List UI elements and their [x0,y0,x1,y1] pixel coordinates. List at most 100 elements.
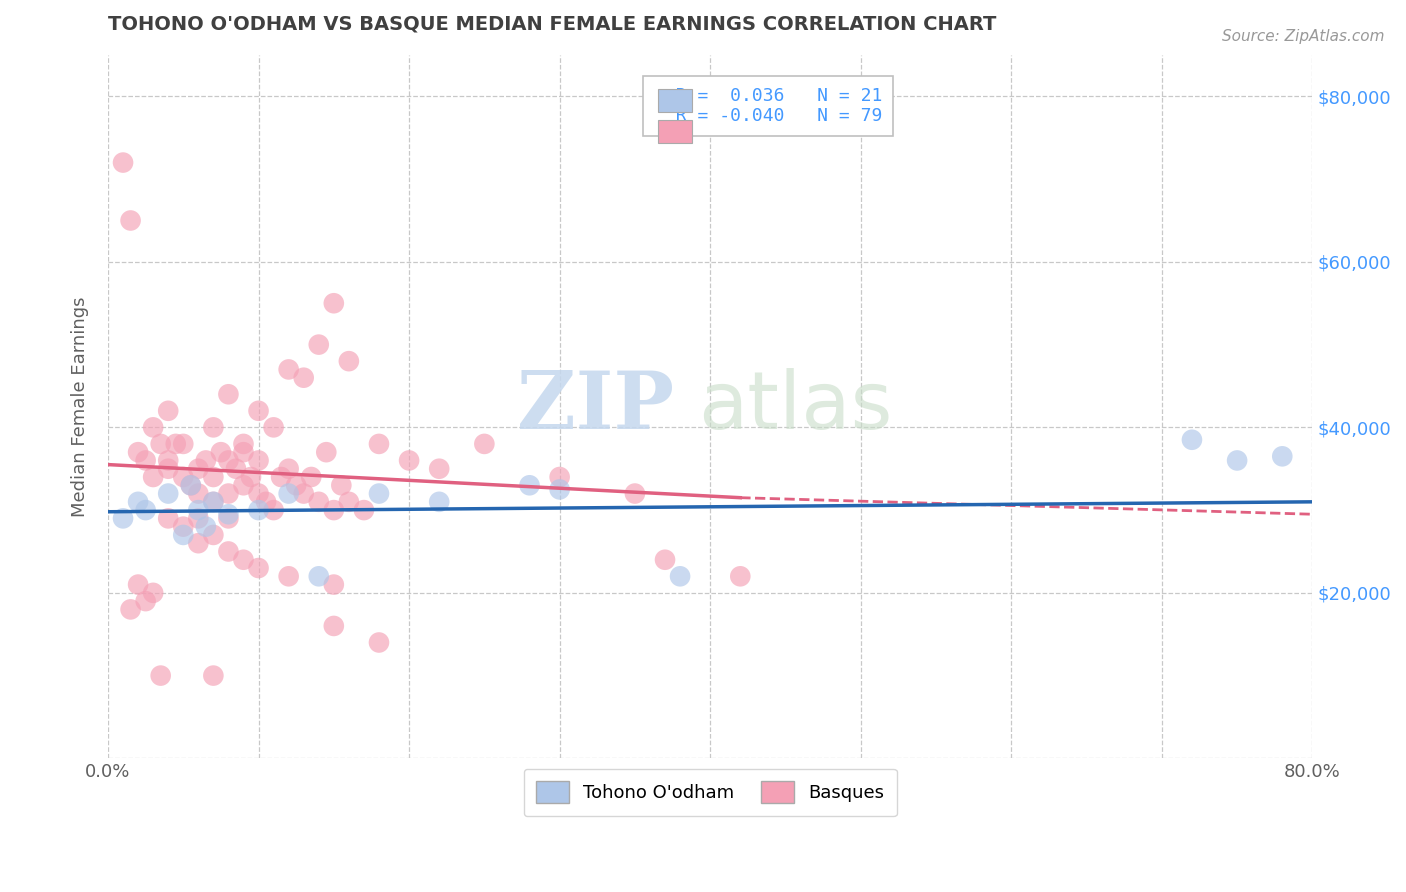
Point [277,362,299,376]
Y-axis label: Median Female Earnings: Median Female Earnings [72,296,89,517]
Point [247,486,270,500]
Point [1181,433,1204,447]
Point [127,445,149,459]
Point [157,453,180,467]
Point [337,354,360,368]
Point [263,420,285,434]
Bar [658,89,692,112]
Point [120,602,142,616]
Point [398,453,420,467]
Point [292,486,315,500]
Point [322,296,344,310]
Point [472,437,495,451]
Point [202,528,225,542]
Point [322,503,344,517]
Point [277,569,299,583]
Point [209,445,232,459]
Point [322,619,344,633]
Point [172,528,194,542]
Point [368,635,391,649]
Point [548,470,571,484]
Point [548,483,571,497]
Point [217,544,239,558]
Point [730,569,752,583]
Point [157,461,180,475]
Point [142,420,165,434]
Point [277,461,299,475]
Point [654,553,676,567]
Point [427,495,450,509]
Point [172,470,194,484]
Point [157,404,180,418]
Point [232,437,254,451]
Point [165,437,187,451]
Point [624,486,647,500]
Point [135,503,157,517]
Point [669,569,692,583]
Point [232,553,254,567]
Point [127,577,149,591]
Point [263,503,285,517]
Point [247,453,270,467]
Point [330,478,353,492]
Text: Source: ZipAtlas.com: Source: ZipAtlas.com [1222,29,1385,44]
Point [180,478,202,492]
Point [120,213,142,227]
Point [202,668,225,682]
Point [254,495,277,509]
Point [157,486,180,500]
Point [157,511,180,525]
Legend: Tohono O'odham, Basques: Tohono O'odham, Basques [523,769,897,816]
Point [142,470,165,484]
Point [217,387,239,401]
Point [112,155,135,169]
Point [519,478,541,492]
Point [202,495,225,509]
Text: R =  0.036   N = 21
  R = -0.040   N = 79: R = 0.036 N = 21 R = -0.040 N = 79 [654,87,882,126]
Point [217,511,239,525]
Point [427,461,450,475]
Point [240,470,263,484]
Point [308,495,330,509]
Point [187,461,209,475]
Point [142,586,165,600]
Point [217,508,239,522]
Point [202,420,225,434]
Point [127,495,149,509]
Point [202,495,225,509]
Point [368,486,391,500]
Text: ZIP: ZIP [517,368,673,446]
Point [353,503,375,517]
Point [247,404,270,418]
Point [217,453,239,467]
Point [187,503,209,517]
Text: atlas: atlas [699,368,893,446]
Point [247,503,270,517]
Point [187,486,209,500]
Bar [658,120,692,143]
Point [149,437,172,451]
Point [225,461,247,475]
Point [112,511,135,525]
Point [232,478,254,492]
Point [247,561,270,575]
Point [308,337,330,351]
Text: TOHONO O'ODHAM VS BASQUE MEDIAN FEMALE EARNINGS CORRELATION CHART: TOHONO O'ODHAM VS BASQUE MEDIAN FEMALE E… [108,15,997,34]
Point [308,569,330,583]
Point [368,437,391,451]
Point [232,445,254,459]
Point [172,437,194,451]
Point [202,470,225,484]
Point [1226,453,1249,467]
Point [285,478,308,492]
Point [135,453,157,467]
Point [270,470,292,484]
Point [315,445,337,459]
Point [194,519,217,533]
Point [187,511,209,525]
Point [1271,450,1294,464]
Point [194,453,217,467]
Point [135,594,157,608]
Point [277,486,299,500]
Point [187,536,209,550]
